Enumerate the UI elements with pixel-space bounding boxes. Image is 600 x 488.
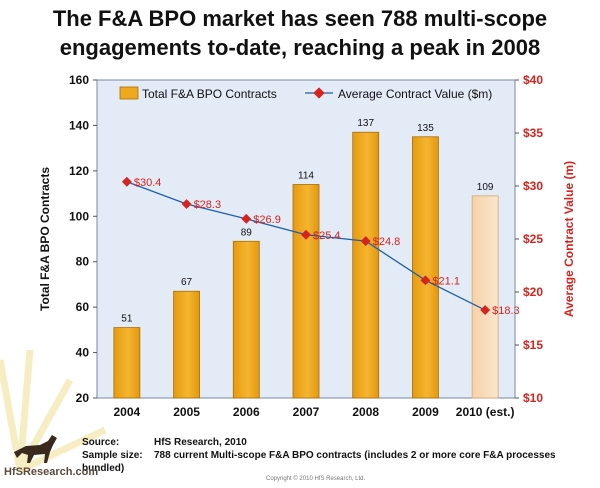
x-tick-label: 2005 [173,405,200,419]
line-marker [301,229,311,240]
y-tick-label: 40 [76,346,90,360]
legend-bar-swatch [119,86,139,100]
y-axis-label: Total F&A BPO Contracts [38,167,52,311]
sample-label: Sample size: [82,450,143,461]
bar [113,327,141,399]
bar-value-label: 135 [417,123,434,134]
y2-axis-label: Average Contract Value (m) [562,161,576,317]
x-tick-label: 2004 [114,405,141,419]
line-value-label: $28.3 [194,199,222,211]
y2-tick-label: $10 [523,391,543,405]
y-tick-label: 80 [76,255,90,269]
y2-tick-label: $25 [523,232,543,246]
bar-value-label: 67 [181,277,193,288]
footnote: Source: HfS Research, 2010 Sample size: 78… [82,436,600,475]
y2-tick-label: $15 [523,338,543,352]
y-tick-label: 100 [69,209,89,223]
line-value-label: $24.8 [373,236,401,248]
legend-bar-label: Total F&A BPO Contracts [142,87,277,101]
line-value-label: $30.4 [134,177,162,189]
logo-text: HfSResearch.com [4,466,99,478]
logo-sunburst-graphic [0,349,107,474]
x-tick-label: 2006 [233,405,260,419]
y2-tick-label: $40 [523,73,543,87]
bar [292,184,320,399]
y-tick-label: 120 [69,164,89,178]
copyright: Copyright © 2010 HfS Research, Ltd. [266,476,366,482]
line-marker [121,176,132,187]
bar [232,240,260,399]
bar [471,195,499,399]
line-marker [360,236,371,247]
legend-line-label: Average Contract Value ($m) [338,87,492,101]
y-tick-label: 160 [69,73,89,87]
bar-value-label: 109 [477,182,494,193]
bar-value-label: 51 [121,314,133,325]
bar-value-label: 114 [298,170,314,181]
y2-tick-label: $35 [523,126,543,140]
line-marker [480,305,491,315]
y2-tick-label: $20 [523,285,543,299]
y-tick-label: 140 [69,118,89,132]
bar [352,131,380,399]
line-marker [181,199,192,209]
line-value-label: $18.3 [492,305,520,317]
slide-title: The F&A BPO market has seen 788 multi-sc… [52,6,548,60]
y2-tick-label: $30 [523,179,543,193]
line-marker [241,213,252,224]
sample-text: 788 current Multi-scope F&A BPO contract… [82,450,556,474]
line-value-label: $21.1 [432,275,460,287]
y-tick-label: 60 [76,300,90,314]
bar [412,136,439,399]
line-marker [420,275,431,286]
line-value-label: $26.9 [253,214,281,226]
line-value-label: $25.4 [313,230,341,242]
bar-value-label: 89 [241,227,253,238]
y-tick-label: 20 [76,391,90,405]
legend: Total F&A BPO Contracts Average Contract… [119,86,492,101]
x-tick-label: 2009 [412,405,439,419]
horse-logo-icon [14,435,57,463]
bar [173,290,200,399]
source-label: Source: [82,437,120,448]
bar-value-label: 137 [357,118,374,129]
source-text: HfS Research, 2010 [154,437,247,448]
x-tick-label: 2010 (est.) [456,405,515,419]
x-tick-label: 2008 [352,405,379,419]
x-tick-label: 2007 [293,405,320,419]
